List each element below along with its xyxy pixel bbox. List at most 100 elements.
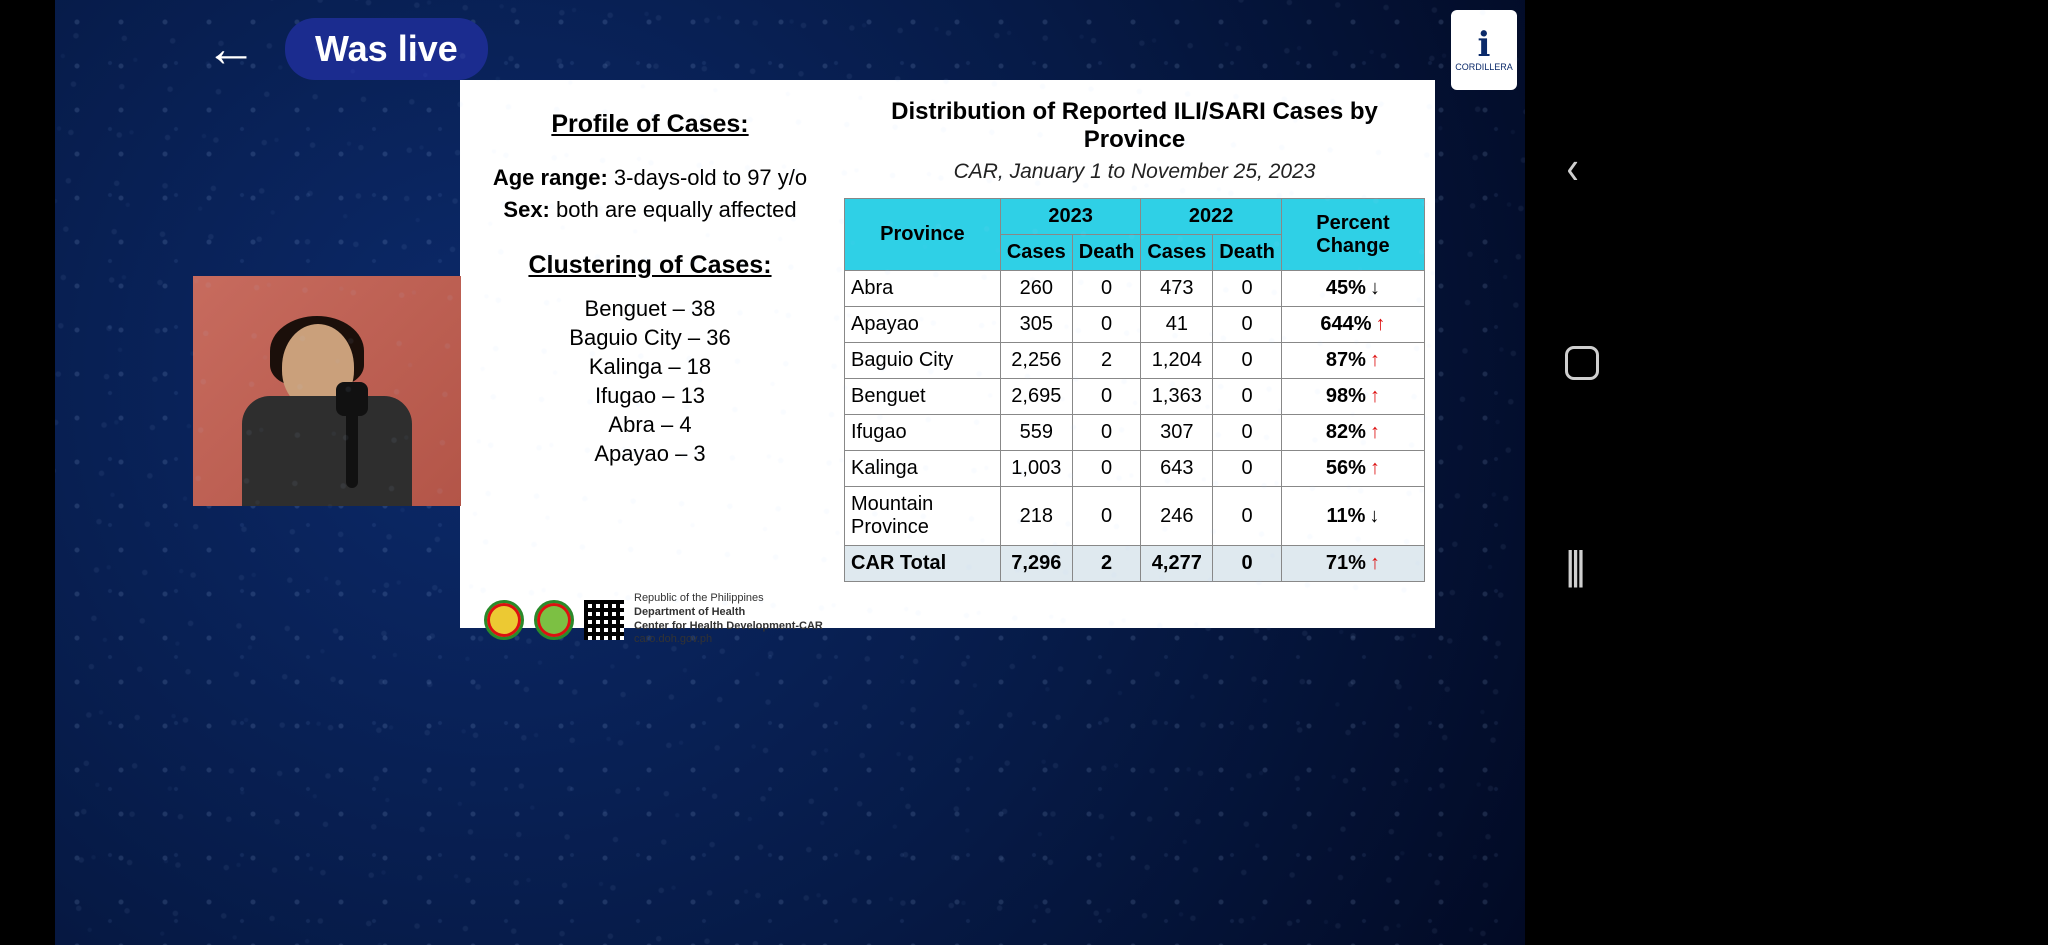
- presenter-figure: [242, 316, 412, 506]
- cell-cases-2023: 2,695: [1000, 379, 1072, 415]
- clustering-item: Ifugao – 13: [474, 383, 826, 409]
- live-status-pill[interactable]: Was live: [285, 18, 488, 80]
- cell-pct-change: 45%↓: [1281, 271, 1424, 307]
- cell-province: Mountain Province: [845, 487, 1001, 546]
- cell-death-2022: 0: [1213, 379, 1282, 415]
- cell-death-2022: 0: [1213, 343, 1282, 379]
- qr-code-icon: [584, 600, 624, 640]
- presenter-webcam: [193, 276, 461, 506]
- cell-province: Ifugao: [845, 415, 1001, 451]
- cell-cases-2022: 41: [1141, 307, 1213, 343]
- cell-pct-change: 87%↑: [1281, 343, 1424, 379]
- table-total-row: CAR Total7,29624,277071%↑: [845, 546, 1425, 582]
- cell-death-2023: 0: [1072, 415, 1141, 451]
- clustering-item: Kalinga – 18: [474, 354, 826, 380]
- cell-pct-change: 11%↓: [1281, 487, 1424, 546]
- device-navbar: ‹ |||: [1525, 0, 2048, 945]
- cell-death-2022: 0: [1213, 546, 1282, 582]
- car-seal-icon: [534, 600, 574, 640]
- slide-footer: Republic of the Philippines Department o…: [460, 592, 1435, 647]
- cell-cases-2022: 4,277: [1141, 546, 1213, 582]
- th-death-22: Death: [1213, 235, 1282, 271]
- system-home-icon[interactable]: [1565, 346, 1599, 380]
- cell-province: Kalinga: [845, 451, 1001, 487]
- th-province: Province: [845, 199, 1001, 271]
- distribution-title: Distribution of Reported ILI/SARI Cases …: [844, 98, 1425, 154]
- cell-cases-2023: 2,256: [1000, 343, 1072, 379]
- th-cases-23: Cases: [1000, 235, 1072, 271]
- info-icon: ℹ: [1478, 28, 1491, 62]
- cell-cases-2022: 1,204: [1141, 343, 1213, 379]
- cell-cases-2022: 246: [1141, 487, 1213, 546]
- cell-pct-change: 56%↑: [1281, 451, 1424, 487]
- table-row: Apayao3050410644%↑: [845, 307, 1425, 343]
- cell-cases-2022: 643: [1141, 451, 1213, 487]
- cell-cases-2023: 305: [1000, 307, 1072, 343]
- clustering-item: Benguet – 38: [474, 296, 826, 322]
- stream-header: ← Was live: [205, 18, 488, 80]
- clustering-item: Apayao – 3: [474, 441, 826, 467]
- cell-cases-2023: 7,296: [1000, 546, 1072, 582]
- cell-cases-2023: 1,003: [1000, 451, 1072, 487]
- th-death-23: Death: [1072, 235, 1141, 271]
- distribution-table: Province 2023 2022 Percent Change Cases …: [844, 198, 1425, 582]
- table-row: Mountain Province2180246011%↓: [845, 487, 1425, 546]
- table-row: Baguio City2,25621,204087%↑: [845, 343, 1425, 379]
- cell-province: Abra: [845, 271, 1001, 307]
- cell-death-2022: 0: [1213, 271, 1282, 307]
- cell-death-2022: 0: [1213, 487, 1282, 546]
- system-recents-icon[interactable]: |||: [1565, 544, 1581, 589]
- age-line: Age range: 3-days-old to 97 y/o: [474, 165, 826, 191]
- cell-province: Benguet: [845, 379, 1001, 415]
- cell-death-2022: 0: [1213, 307, 1282, 343]
- cell-cases-2022: 307: [1141, 415, 1213, 451]
- cell-death-2023: 0: [1072, 271, 1141, 307]
- cell-death-2023: 0: [1072, 307, 1141, 343]
- profile-heading: Profile of Cases:: [474, 110, 826, 139]
- cell-province: CAR Total: [845, 546, 1001, 582]
- logo-caption: CORDILLERA: [1455, 62, 1513, 72]
- cell-province: Apayao: [845, 307, 1001, 343]
- cell-death-2023: 2: [1072, 546, 1141, 582]
- clustering-list: Benguet – 38 Baguio City – 36 Kalinga – 18…: [474, 296, 826, 467]
- clustering-heading: Clustering of Cases:: [474, 251, 826, 280]
- slide-right-panel: Distribution of Reported ILI/SARI Cases …: [840, 80, 1435, 592]
- pia-logo: ℹ CORDILLERA: [1451, 10, 1517, 90]
- clustering-item: Baguio City – 36: [474, 325, 826, 351]
- table-row: Benguet2,69501,363098%↑: [845, 379, 1425, 415]
- th-cases-22: Cases: [1141, 235, 1213, 271]
- cell-pct-change: 71%↑: [1281, 546, 1424, 582]
- cell-death-2023: 0: [1072, 451, 1141, 487]
- th-pct: Percent Change: [1281, 199, 1424, 271]
- cell-cases-2023: 218: [1000, 487, 1072, 546]
- footer-text: Republic of the Philippines Department o…: [634, 592, 823, 647]
- presentation-slide: Profile of Cases: Age range: 3-days-old …: [460, 80, 1435, 628]
- cell-pct-change: 644%↑: [1281, 307, 1424, 343]
- slide-left-panel: Profile of Cases: Age range: 3-days-old …: [460, 80, 840, 592]
- cell-pct-change: 98%↑: [1281, 379, 1424, 415]
- cell-death-2023: 2: [1072, 343, 1141, 379]
- table-row: Abra2600473045%↓: [845, 271, 1425, 307]
- cell-death-2022: 0: [1213, 451, 1282, 487]
- distribution-subtitle: CAR, January 1 to November 25, 2023: [844, 160, 1425, 184]
- cell-death-2023: 0: [1072, 487, 1141, 546]
- doh-seal-icon: [484, 600, 524, 640]
- sex-line: Sex: both are equally affected: [474, 197, 826, 223]
- video-stream-area[interactable]: ← Was live ℹ CORDILLERA Profile of Cases…: [55, 0, 1525, 945]
- cell-pct-change: 82%↑: [1281, 415, 1424, 451]
- cell-cases-2022: 473: [1141, 271, 1213, 307]
- cell-death-2023: 0: [1072, 379, 1141, 415]
- back-arrow-icon[interactable]: ←: [205, 23, 257, 75]
- table-row: Kalinga1,0030643056%↑: [845, 451, 1425, 487]
- cell-death-2022: 0: [1213, 415, 1282, 451]
- th-2023: 2023: [1000, 199, 1141, 235]
- table-row: Ifugao5590307082%↑: [845, 415, 1425, 451]
- system-back-icon[interactable]: ‹: [1567, 140, 1579, 194]
- cell-province: Baguio City: [845, 343, 1001, 379]
- cell-cases-2023: 559: [1000, 415, 1072, 451]
- cell-cases-2023: 260: [1000, 271, 1072, 307]
- cell-cases-2022: 1,363: [1141, 379, 1213, 415]
- th-2022: 2022: [1141, 199, 1282, 235]
- clustering-item: Abra – 4: [474, 412, 826, 438]
- device-edge-left: [0, 0, 55, 945]
